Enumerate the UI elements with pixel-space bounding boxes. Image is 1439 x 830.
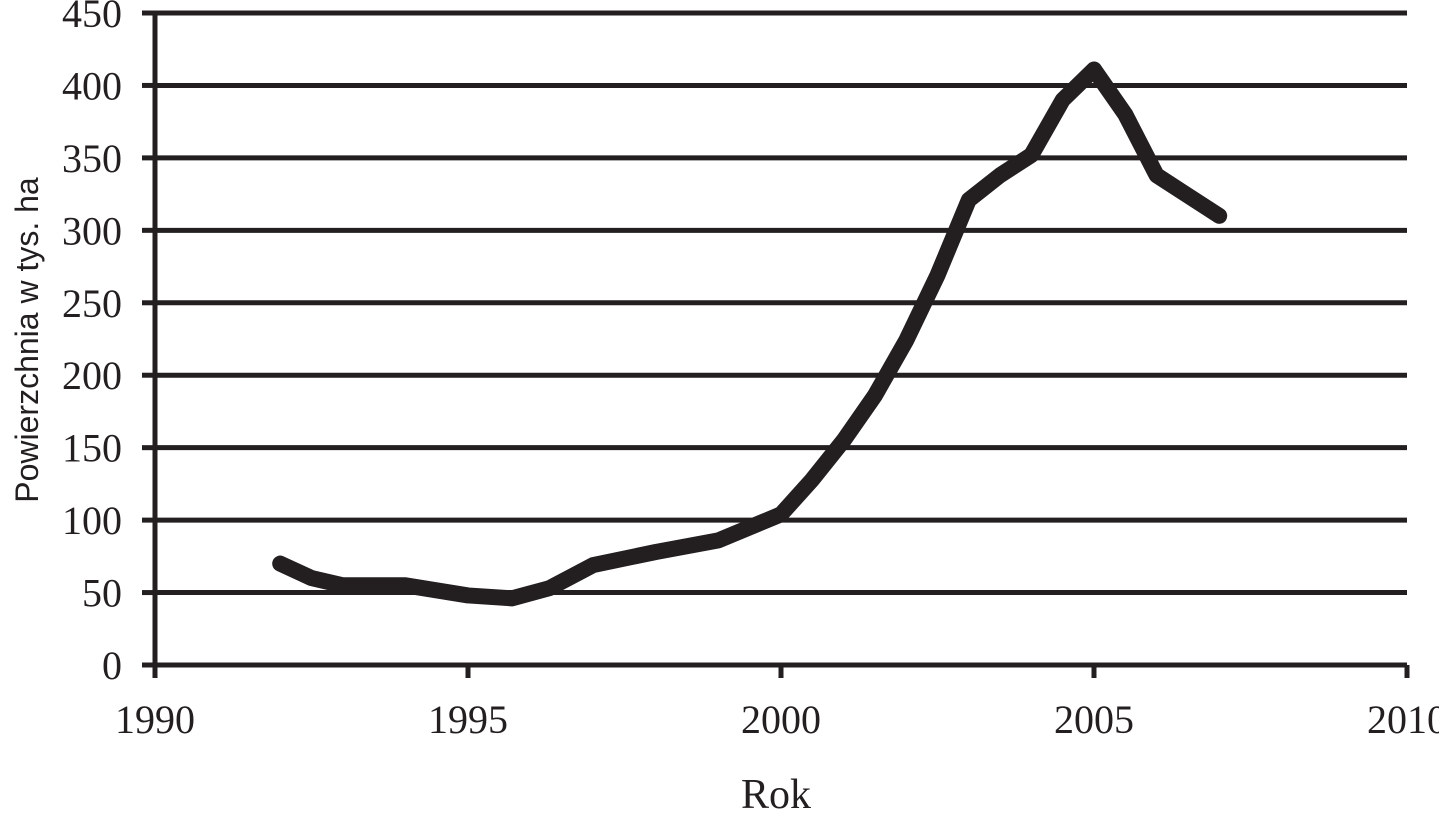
y-tick-label: 300 xyxy=(62,208,122,253)
y-tick-label: 150 xyxy=(62,426,122,471)
y-tick-label: 450 xyxy=(62,0,122,36)
y-tick-label: 50 xyxy=(82,571,122,616)
y-tick-label: 400 xyxy=(62,63,122,108)
x-tick-label: 1995 xyxy=(428,697,508,742)
x-tick-label: 2005 xyxy=(1054,697,1134,742)
y-tick-label: 100 xyxy=(62,498,122,543)
x-tick-label: 2010 xyxy=(1367,697,1439,742)
y-tick-label: 250 xyxy=(62,281,122,326)
y-tick-label: 200 xyxy=(62,353,122,398)
x-axis-label: Rok xyxy=(741,772,811,818)
y-axis-label: Powierzchnia w tys. ha xyxy=(9,177,45,503)
y-tick-label: 0 xyxy=(102,643,122,688)
x-tick-label: 1990 xyxy=(115,697,195,742)
y-tick-label: 350 xyxy=(62,136,122,181)
x-tick-label: 2000 xyxy=(741,697,821,742)
data-line xyxy=(272,61,1228,607)
